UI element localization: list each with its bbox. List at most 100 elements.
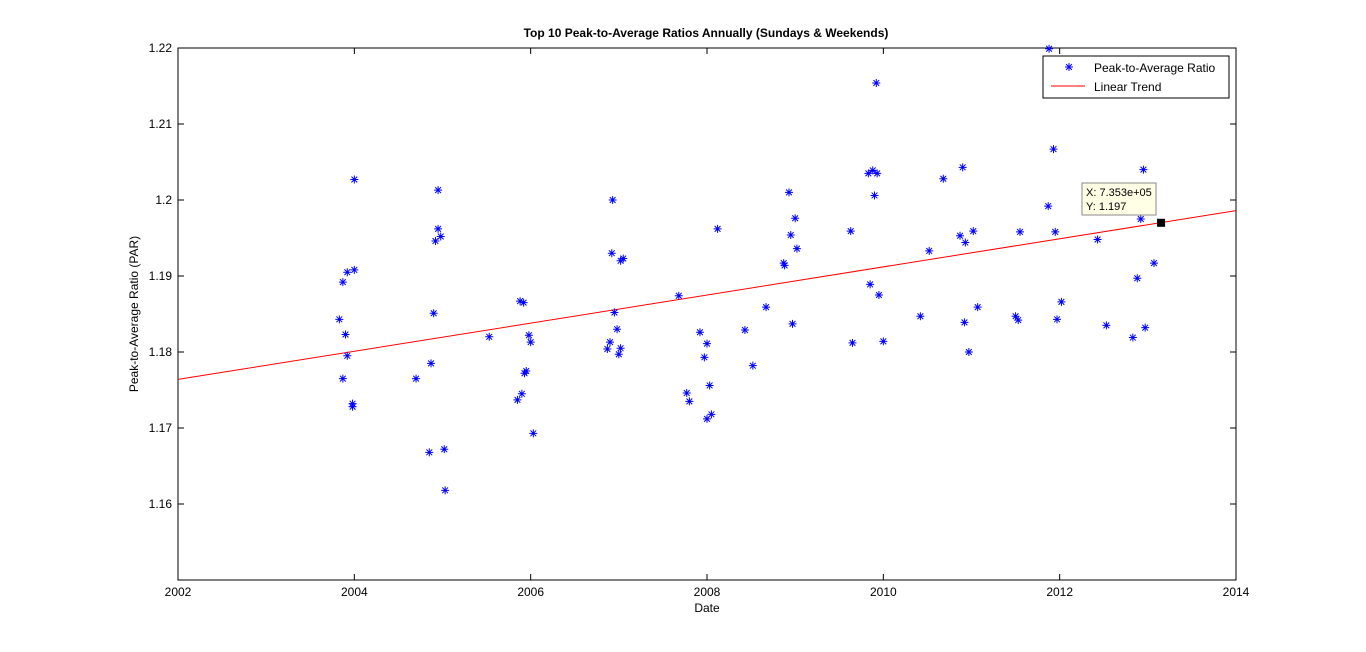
x-axis-label: Date	[694, 601, 720, 615]
data-point	[961, 238, 970, 247]
legend-asterisk	[1065, 63, 1073, 71]
data-point	[335, 315, 344, 324]
data-point	[1093, 235, 1102, 244]
x-tick-label: 2006	[517, 585, 544, 599]
data-tip[interactable]: X: 7.353e+05 Y: 1.197	[1081, 182, 1166, 227]
data-point	[964, 348, 973, 356]
y-tick-label: 1.19	[149, 269, 173, 283]
data-point	[958, 163, 967, 172]
data-point	[707, 410, 716, 419]
data-point	[516, 297, 525, 306]
y-tick-label: 1.17	[149, 421, 173, 435]
data-point	[1051, 227, 1060, 236]
data-point	[338, 374, 347, 383]
data-point	[610, 308, 619, 317]
data-point	[960, 318, 969, 327]
data-point	[703, 339, 711, 348]
legend-asterisk-marker	[1065, 63, 1073, 71]
data-point	[703, 414, 711, 423]
datatip-box	[1081, 182, 1157, 216]
data-point	[762, 303, 771, 312]
x-tick-label: 2012	[1046, 585, 1073, 599]
y-tick-label: 1.22	[149, 41, 173, 55]
data-point	[779, 259, 788, 268]
data-point	[341, 330, 350, 339]
scatter-points-group	[335, 44, 1159, 495]
y-tick-label: 1.16	[149, 497, 173, 511]
data-point	[350, 175, 359, 184]
data-point	[343, 351, 352, 360]
x-tick-label: 2008	[694, 585, 721, 599]
data-point	[740, 325, 749, 334]
datatip-x-text: X: 7.353e+05	[1086, 187, 1152, 199]
plot-area[interactable]	[177, 47, 1237, 581]
legend-box	[1042, 55, 1230, 99]
data-point	[338, 278, 347, 287]
data-point	[485, 332, 494, 341]
data-point	[674, 291, 683, 300]
data-point	[429, 309, 438, 318]
y-tick-label: 1.2	[155, 193, 172, 207]
data-point	[607, 249, 616, 258]
data-point	[973, 303, 982, 312]
data-point	[791, 214, 800, 223]
data-point	[705, 381, 714, 390]
data-point	[343, 268, 352, 277]
datatip-marker[interactable]	[1157, 218, 1166, 227]
data-point	[603, 344, 612, 353]
data-point	[874, 291, 883, 299]
data-point	[441, 486, 450, 495]
data-point	[695, 328, 704, 337]
legend[interactable]: Peak-to-Average Ratio Linear Trend	[1042, 55, 1230, 99]
data-point	[713, 224, 722, 233]
data-point	[939, 174, 948, 183]
data-point	[1136, 215, 1145, 223]
data-point	[916, 312, 925, 321]
x-tick-label: 2002	[165, 585, 192, 599]
data-point	[619, 254, 628, 263]
data-point	[1049, 145, 1058, 154]
data-point	[866, 280, 875, 289]
data-point	[608, 196, 617, 204]
data-point	[519, 298, 528, 307]
y-axis-label: Peak-to-Average Ratio (PAR)	[127, 236, 141, 392]
legend-label-points: Peak-to-Average Ratio	[1094, 61, 1216, 75]
data-point	[1057, 297, 1066, 306]
data-point	[1102, 321, 1111, 330]
data-point	[1014, 316, 1023, 325]
data-point	[846, 227, 855, 236]
data-point	[613, 325, 622, 334]
data-point	[348, 402, 357, 411]
x-tick-label: 2014	[1223, 585, 1250, 599]
data-point	[879, 337, 888, 346]
data-point	[848, 338, 857, 347]
data-point	[1044, 202, 1053, 211]
data-point	[872, 78, 881, 87]
x-tick-label: 2010	[870, 585, 897, 599]
x-tick-label: 2004	[341, 585, 368, 599]
data-point	[925, 246, 934, 255]
data-point	[700, 353, 709, 362]
chart-title: Top 10 Peak-to-Average Ratios Annually (…	[524, 26, 889, 40]
data-point	[1150, 259, 1159, 268]
data-point	[1133, 274, 1142, 283]
data-point	[682, 389, 691, 398]
data-point	[1128, 333, 1137, 342]
y-tick-label: 1.18	[149, 345, 173, 359]
data-point	[434, 224, 443, 233]
data-point	[614, 350, 623, 359]
data-point	[792, 244, 801, 253]
x-axis: 2002 2004 2006 2008 2010 2012 2014	[165, 48, 1250, 599]
datatip-y-text: Y: 1.197	[1086, 201, 1126, 213]
data-point	[956, 231, 965, 240]
y-axis: 1.16 1.17 1.18 1.19 1.2 1.21 1.22	[149, 41, 1236, 511]
data-point	[873, 169, 882, 178]
data-point	[606, 338, 615, 347]
data-point	[517, 389, 526, 398]
data-point	[1011, 312, 1020, 321]
data-point	[440, 445, 449, 454]
data-point	[786, 230, 795, 239]
data-point	[436, 232, 445, 241]
data-point	[431, 237, 440, 246]
